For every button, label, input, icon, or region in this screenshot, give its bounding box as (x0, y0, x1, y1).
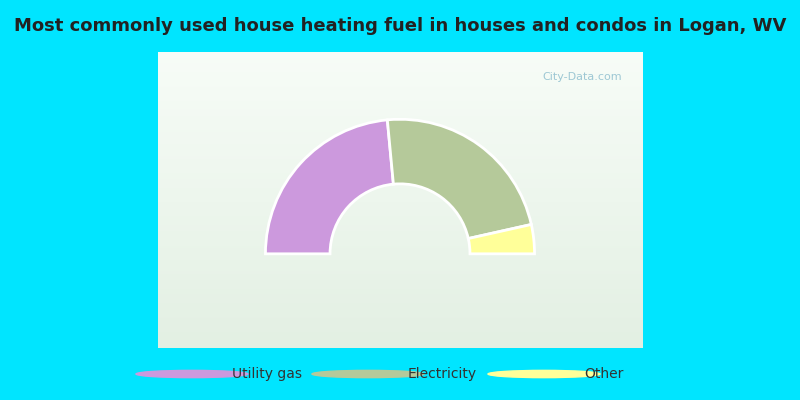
Text: Utility gas: Utility gas (232, 367, 302, 381)
Wedge shape (266, 120, 394, 254)
Wedge shape (387, 119, 531, 238)
Text: Electricity: Electricity (408, 367, 477, 381)
Circle shape (136, 370, 248, 378)
Circle shape (312, 370, 424, 378)
Text: City-Data.com: City-Data.com (542, 72, 622, 82)
Text: Most commonly used house heating fuel in houses and condos in Logan, WV: Most commonly used house heating fuel in… (14, 17, 786, 35)
Wedge shape (468, 224, 534, 254)
Circle shape (488, 370, 600, 378)
Text: Other: Other (584, 367, 623, 381)
